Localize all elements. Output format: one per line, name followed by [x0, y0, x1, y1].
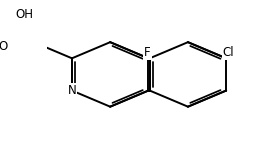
Text: F: F [144, 46, 151, 59]
Text: OH: OH [15, 8, 33, 21]
Text: O: O [0, 40, 8, 53]
Text: N: N [68, 84, 76, 97]
Text: Cl: Cl [222, 46, 234, 59]
